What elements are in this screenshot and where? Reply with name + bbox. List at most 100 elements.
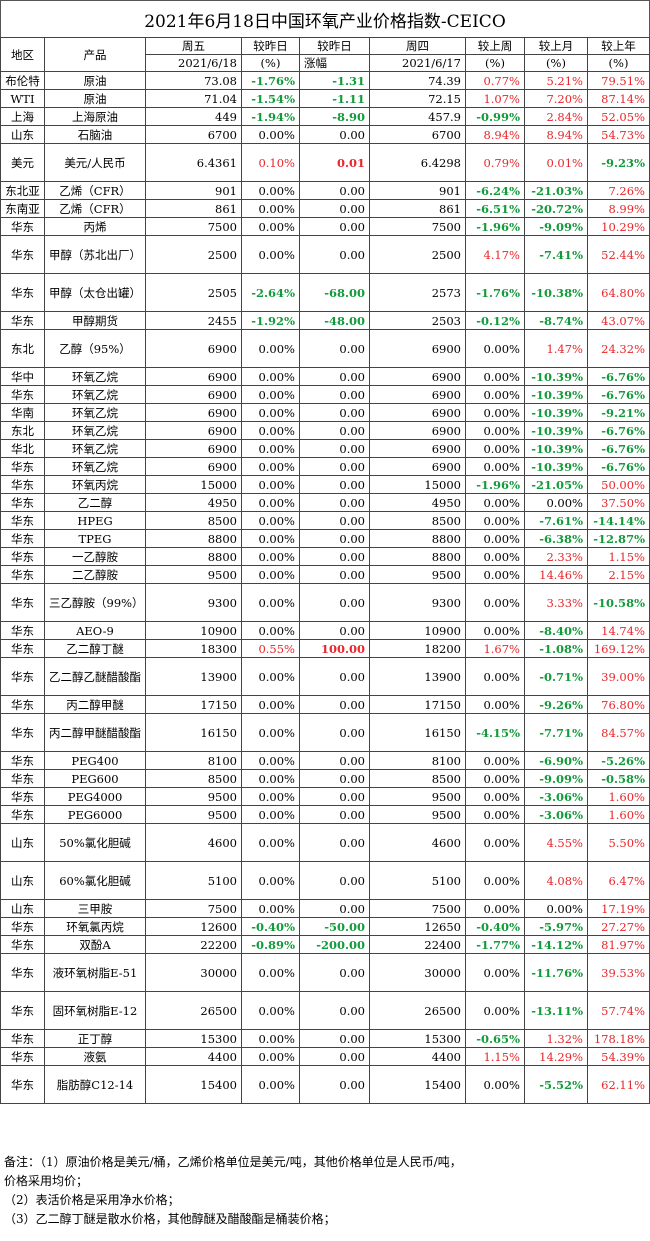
day-change-amt-cell: 0.00 [299,991,370,1030]
month-change-cell: -9.09% [524,769,588,788]
day-change-pct-cell: 0.55% [241,639,300,658]
day-change-amt-cell: -48.00 [299,311,370,330]
day-change-amt-cell: 0.00 [299,621,370,640]
product-cell: 甲醇期货 [44,311,146,330]
fri-price-cell: 26500 [145,991,242,1030]
fri-price-cell: 9300 [145,583,242,622]
fri-price-cell: 9500 [145,805,242,824]
week-change-cell: 0.77% [465,71,525,90]
year-change-cell: -9.21% [587,403,650,422]
day-change-pct-cell: 0.00% [241,1047,300,1066]
table-row: 东南亚 乙烯（CFR） 861 0.00% 0.00 861 -6.51% -20.72% 8.… [0,199,650,218]
year-change-cell: 76.80% [587,695,650,714]
day-change-amt-cell: 0.00 [299,899,370,918]
fri-price-cell: 5100 [145,861,242,900]
day-change-pct-cell: 0.00% [241,403,300,422]
thu-price-cell: 15300 [369,1029,466,1048]
fri-price-cell: 4950 [145,493,242,512]
thu-price-cell: 8800 [369,547,466,566]
year-change-cell: -6.76% [587,457,650,476]
thu-price-cell: 6900 [369,457,466,476]
thu-price-cell: 4600 [369,823,466,862]
product-cell: 液氨 [44,1047,146,1066]
month-change-cell: -14.12% [524,935,588,954]
region-cell: 华东 [0,621,45,640]
year-change-cell: 87.14% [587,89,650,108]
day-change-pct-cell: 0.00% [241,787,300,806]
region-cell: 华东 [0,769,45,788]
thu-price-cell: 4400 [369,1047,466,1066]
region-cell: 华东 [0,713,45,752]
table-row: 上海 上海原油 449 -1.94% -8.90 457.9 -0.99% 2.84% 52.0… [0,107,650,126]
month-change-cell: -8.40% [524,621,588,640]
thu-price-cell: 7500 [369,899,466,918]
region-cell: 东北 [0,421,45,440]
thu-price-cell: 16150 [369,713,466,752]
week-change-cell: -4.15% [465,713,525,752]
thu-price-cell: 5100 [369,861,466,900]
day-change-amt-cell: 0.00 [299,475,370,494]
day-change-amt-cell: 0.00 [299,181,370,200]
fri-price-cell: 861 [145,199,242,218]
day-change-pct-cell: 0.00% [241,217,300,236]
table-row: 华东 丙二醇甲醚 17150 0.00% 0.00 17150 0.00% -9.26% 76.… [0,695,650,714]
product-cell: 三乙醇胺（99%） [44,583,146,622]
week-change-cell: 0.00% [465,769,525,788]
day-change-amt-cell: -1.11 [299,89,370,108]
month-change-cell: 7.20% [524,89,588,108]
year-change-cell: 84.57% [587,713,650,752]
year-change-cell: 7.26% [587,181,650,200]
day-change-pct-cell: 0.00% [241,529,300,548]
year-change-cell: 8.99% [587,199,650,218]
header-chg-month: 较上月 [524,37,588,55]
table-row: 华东 HPEG 8500 0.00% 0.00 8500 0.00% -7.61% -14.14… [0,511,650,530]
week-change-cell: -0.40% [465,917,525,936]
region-cell: 华东 [0,751,45,770]
region-cell: 华东 [0,493,45,512]
thu-price-cell: 8500 [369,769,466,788]
header-fri-date: 2021/6/18 [145,54,242,72]
footnote-line: 备注：（1）原油价格是美元/桶，乙烯价格单位是美元/吨，其他价格单位是人民币/吨… [4,1155,462,1169]
product-cell: 环氧乙烷 [44,385,146,404]
product-cell: 环氧丙烷 [44,475,146,494]
month-change-cell: 4.08% [524,861,588,900]
region-cell: 华东 [0,565,45,584]
table-row: 华东 乙二醇 4950 0.00% 0.00 4950 0.00% 0.00% 37.50% [0,493,650,512]
fri-price-cell: 7500 [145,899,242,918]
month-change-cell: 14.46% [524,565,588,584]
day-change-pct-cell: 0.00% [241,657,300,696]
thu-price-cell: 26500 [369,991,466,1030]
thu-price-cell: 2500 [369,235,466,274]
region-cell: WTI [0,89,45,108]
region-cell: 山东 [0,861,45,900]
thu-price-cell: 8100 [369,751,466,770]
product-cell: HPEG [44,511,146,530]
week-change-cell: 0.00% [465,991,525,1030]
day-change-pct-cell: 0.00% [241,421,300,440]
day-change-pct-cell: 0.00% [241,181,300,200]
table-row: 华东 丙烯 7500 0.00% 0.00 7500 -1.96% -9.09% 10.29% [0,217,650,236]
day-change-amt-cell: 0.00 [299,217,370,236]
table-row: WTI 原油 71.04 -1.54% -1.11 72.15 1.07% 7.20% 87.1… [0,89,650,108]
year-change-cell: 79.51% [587,71,650,90]
day-change-amt-cell: 100.00 [299,639,370,658]
day-change-amt-cell: 0.00 [299,329,370,368]
product-cell: 环氧乙烷 [44,439,146,458]
week-change-cell: 0.00% [465,787,525,806]
region-cell: 上海 [0,107,45,126]
day-change-amt-cell: 0.00 [299,751,370,770]
table-row: 华东 一乙醇胺 8800 0.00% 0.00 8800 0.00% 2.33% 1.15% [0,547,650,566]
fri-price-cell: 15000 [145,475,242,494]
week-change-cell: 8.94% [465,125,525,144]
fri-price-cell: 4600 [145,823,242,862]
fri-price-cell: 15300 [145,1029,242,1048]
product-cell: 固环氧树脂E-12 [44,991,146,1030]
month-change-cell: -7.41% [524,235,588,274]
day-change-pct-cell: -1.54% [241,89,300,108]
product-cell: 原油 [44,89,146,108]
week-change-cell: -1.96% [465,475,525,494]
month-change-cell: 2.84% [524,107,588,126]
year-change-cell: -6.76% [587,439,650,458]
product-cell: 乙醇（95%） [44,329,146,368]
day-change-pct-cell: 0.00% [241,861,300,900]
